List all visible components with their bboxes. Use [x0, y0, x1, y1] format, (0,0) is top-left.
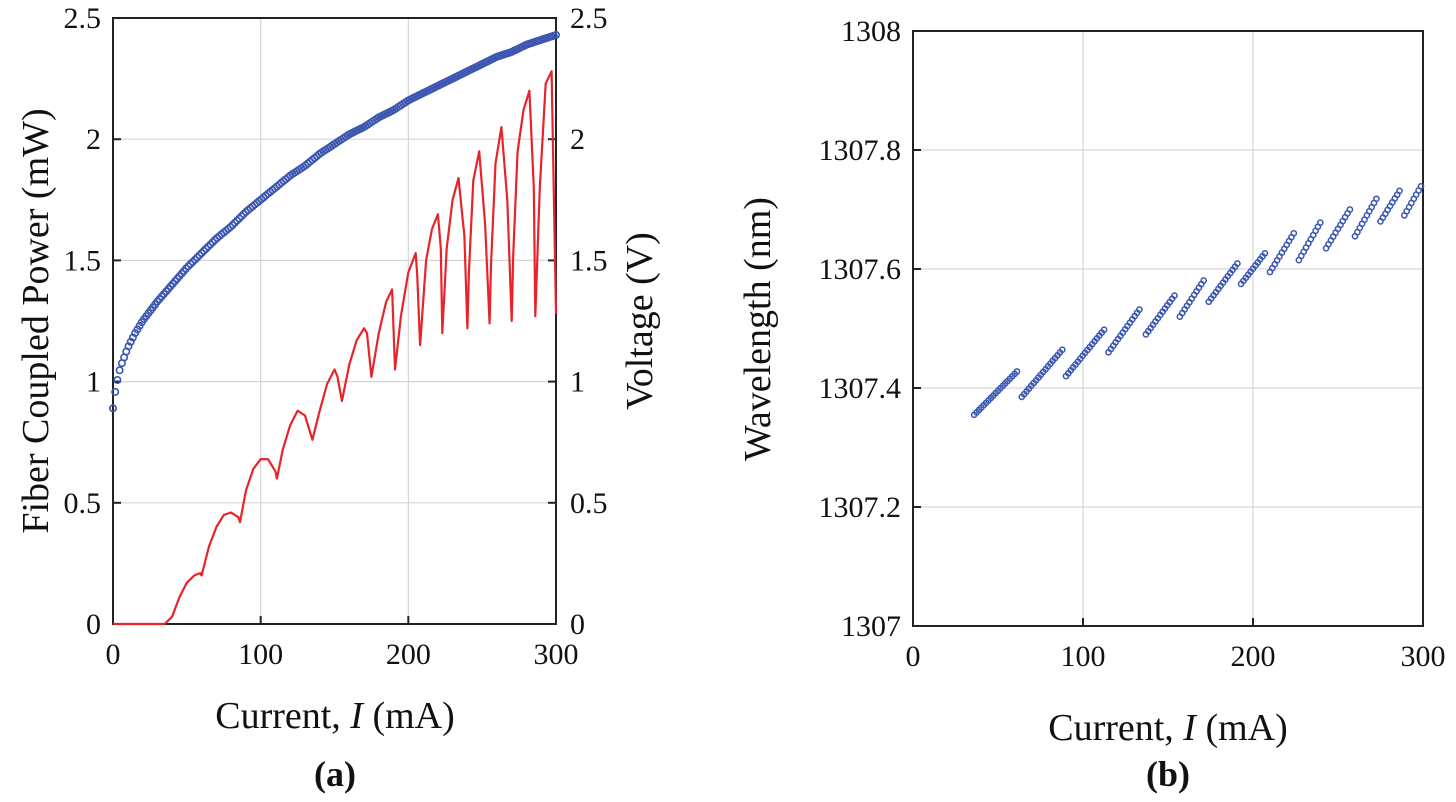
panel-a-xlabel-suffix: (mA) — [363, 695, 455, 737]
panel-b: 0 100 200 300 1307 1307.2 1307.4 1307.6 1307.8 13… — [737, 15, 1446, 794]
panel-a-xlabel-prefix: Current, — [215, 695, 350, 737]
panel-a-ytick-label: 1.5 — [64, 244, 102, 277]
panel-a-voltage-point — [126, 337, 135, 346]
panel-a-voltage-point — [115, 366, 124, 375]
panel-a-voltage-point — [230, 218, 239, 227]
panel-b-xtick-label: 0 — [906, 640, 921, 673]
panel-a-voltage-series — [109, 30, 560, 413]
panel-b-wavelength-point — [1316, 219, 1324, 226]
panel-a-y2tick-label: 1 — [570, 366, 585, 399]
panel-b-wavelength-point — [1290, 229, 1298, 237]
panel-a-ytick-label: 2 — [86, 123, 101, 156]
panel-a-voltage-point — [208, 238, 217, 247]
panel-a-voltage-point — [551, 30, 560, 39]
panel-b-xtick-label: 200 — [1231, 640, 1276, 673]
panel-b-ytick-label: 1307.8 — [819, 134, 902, 167]
panel-a-voltage-point — [184, 262, 193, 271]
panel-a-xlabel-var: I — [349, 695, 365, 737]
panel-b-wavelength-point — [1234, 260, 1241, 267]
panel-a-ylabel: Fiber Coupled Power (mW) — [15, 108, 57, 533]
panel-b-ytick-label: 1307.2 — [819, 491, 902, 524]
panel-b-grid — [912, 30, 1424, 627]
panel-b-ylabel: Wavelength (nm) — [737, 197, 779, 461]
panel-a-voltage-point — [195, 251, 204, 260]
panel-b-wavelength-point — [1373, 195, 1380, 203]
panel-b-ytick-label: 1307.6 — [819, 253, 902, 286]
panel-b-wavelength-point — [1261, 249, 1269, 257]
panel-a-y2tick-label: 1.5 — [570, 244, 608, 277]
panel-a-ytick-label: 1 — [86, 366, 101, 399]
panel-b-label: (b) — [1146, 754, 1190, 794]
panel-a-ytick-label: 0 — [86, 608, 101, 641]
panel-a-power-line — [113, 70, 558, 626]
panel-a-xtick-label: 100 — [238, 638, 283, 671]
panel-a-voltage-point — [186, 259, 195, 268]
panel-b-ticks: 0 100 200 300 1307 1307.2 1307.4 1307.6 1307.8 13… — [819, 15, 1446, 673]
panel-b-xlabel-suffix: (mA) — [1196, 707, 1288, 749]
panel-b-wavelength-point — [1058, 346, 1066, 354]
panel-a-xlabel: Current, I (mA) — [215, 695, 455, 737]
panel-b-wavelength-point — [1417, 182, 1425, 190]
panel-a-y2tick-label: 0 — [570, 608, 585, 641]
panel-b-xlabel-prefix: Current, — [1048, 707, 1183, 749]
panel-a-voltage-point — [197, 249, 206, 258]
panel-b-frame — [912, 30, 1424, 627]
panel-a-y2tick-label: 2.5 — [570, 2, 608, 35]
panel-b-wavelength-point — [1171, 292, 1178, 299]
panel-a-voltage-point — [109, 404, 118, 413]
panel-a-xtick-label: 200 — [386, 638, 431, 671]
panel-b-xlabel: Current, I (mA) — [1048, 707, 1288, 749]
panel-b-xlabel-var: I — [1182, 707, 1198, 749]
panel-a-voltage-point — [202, 244, 211, 253]
panel-a-xtick-label: 0 — [106, 638, 121, 671]
panel-a-y2label: Voltage (V) — [619, 232, 661, 410]
panel-a-frame — [112, 17, 557, 625]
panel-b-wavelength-point — [1200, 277, 1208, 284]
panel-b-wavelength-series — [970, 182, 1425, 419]
panel-b-xtick-label: 100 — [1061, 640, 1106, 673]
panel-b-ytick-label: 1307.4 — [819, 372, 902, 405]
panel-a-voltage-point — [228, 221, 237, 230]
panel-a-power-series — [113, 70, 558, 626]
panel-b-wavelength-point — [1346, 206, 1354, 213]
panel-a-voltage-point — [191, 255, 200, 264]
panel-a-ytick-label: 2.5 — [64, 2, 102, 35]
panel-a-voltage-point — [239, 210, 248, 219]
panel-a-voltage-point — [111, 387, 120, 396]
panel-b-xtick-label: 300 — [1401, 640, 1446, 673]
panel-a-voltage-point — [193, 253, 202, 262]
panel-b-ytick-label: 1307 — [841, 610, 901, 643]
panel-a-voltage-point — [199, 246, 208, 255]
panel-a-y2tick-label: 2 — [570, 123, 585, 156]
panel-a-xtick-label: 300 — [534, 638, 579, 671]
panel-a-voltage-point — [235, 214, 244, 223]
panel-a-ytick-label: 0.5 — [64, 487, 102, 520]
panel-a-voltage-point — [237, 212, 246, 221]
panel-b-wavelength-point — [1013, 368, 1021, 375]
panel-a-voltage-point — [226, 223, 235, 232]
panel-b-ytick-label: 1308 — [841, 15, 901, 48]
panel-b-wavelength-point — [1136, 306, 1143, 313]
panel-a-label: (a) — [314, 754, 356, 794]
panel-b-wavelength-point — [1396, 187, 1403, 195]
panel-a-voltage-point — [113, 375, 122, 384]
panel-a-voltage-point — [206, 240, 215, 249]
panel-b-wavelength-point — [1100, 326, 1108, 334]
panel-a-y2tick-label: 0.5 — [570, 487, 608, 520]
